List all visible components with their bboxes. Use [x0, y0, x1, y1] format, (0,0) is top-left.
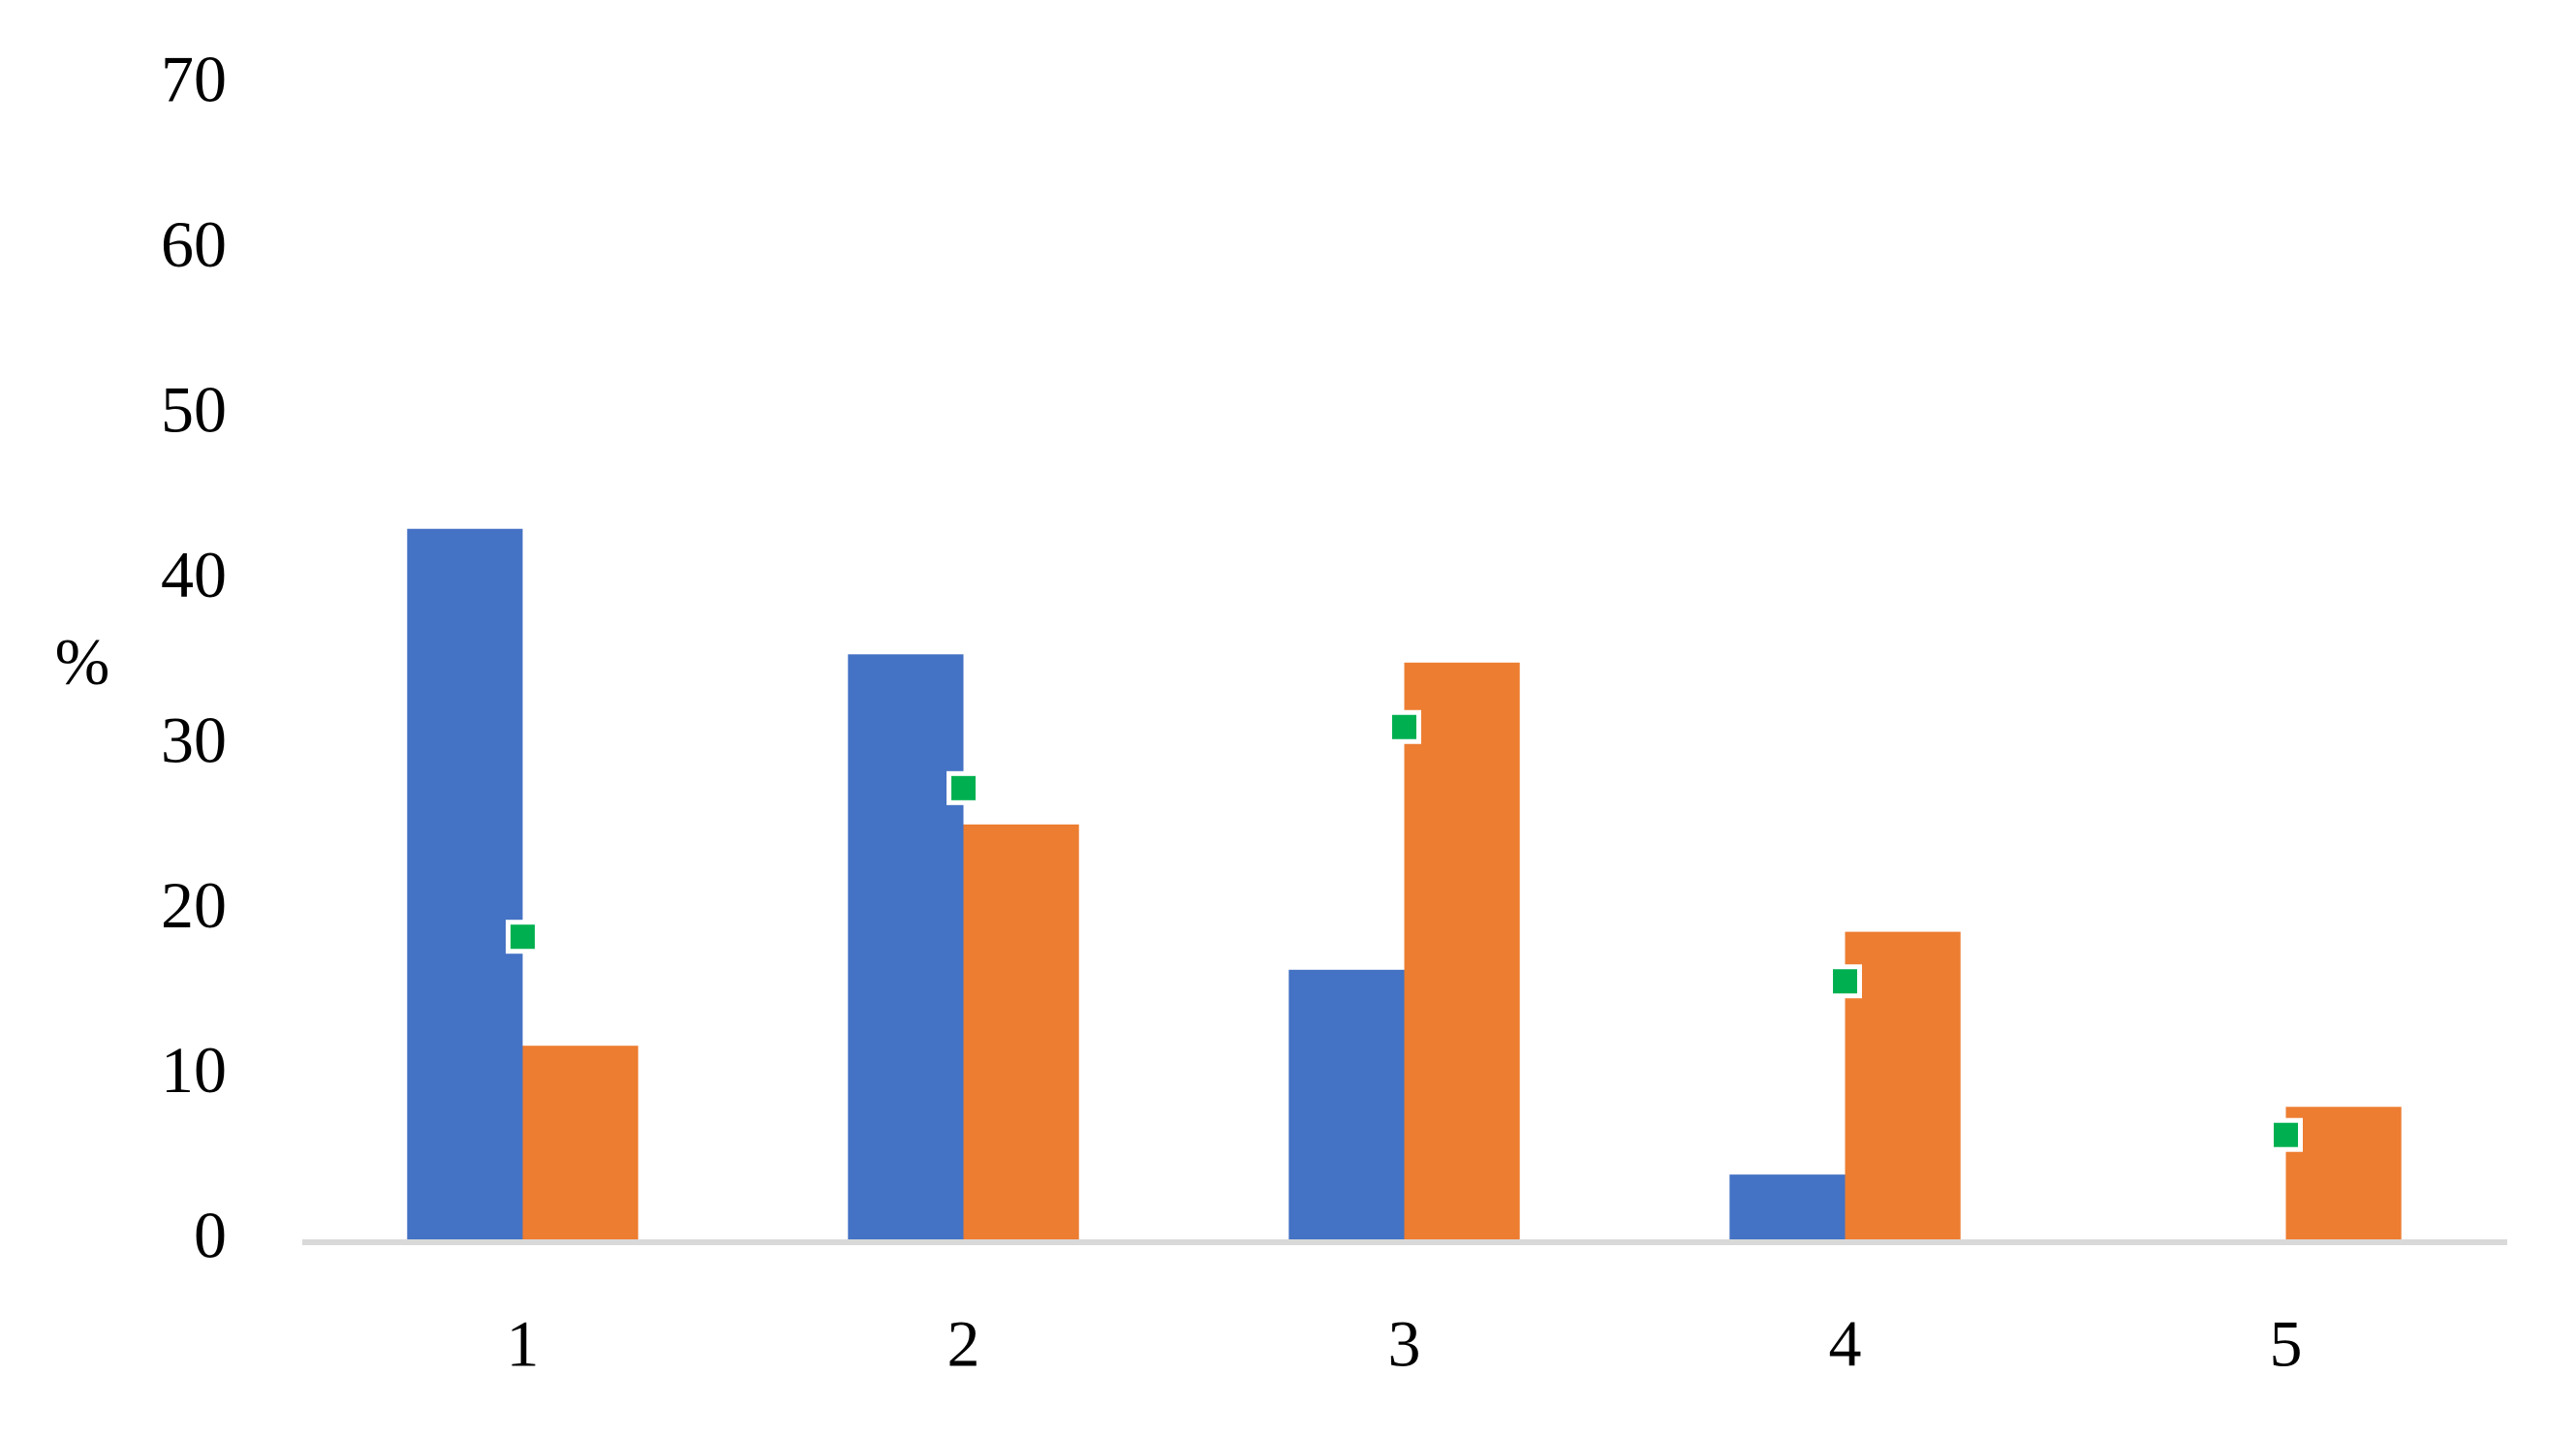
x-tick-label: 1 — [507, 1307, 540, 1381]
y-tick-label: 40 — [161, 538, 227, 611]
y-tick-label: 30 — [161, 703, 227, 776]
marker — [1387, 709, 1421, 744]
bar — [963, 824, 1079, 1242]
marker — [1828, 964, 1862, 999]
marker — [947, 770, 980, 805]
x-tick-label: 5 — [2270, 1307, 2303, 1381]
bar — [1845, 931, 1961, 1242]
marker — [2269, 1117, 2303, 1152]
y-tick-label: 10 — [161, 1033, 227, 1107]
bar — [407, 528, 523, 1242]
y-axis-label: % — [55, 625, 110, 699]
x-tick-label: 4 — [1829, 1307, 1862, 1381]
bar — [1404, 662, 1520, 1242]
y-tick-label: 70 — [161, 43, 227, 116]
bar — [1729, 1174, 1846, 1242]
y-tick-label: 0 — [194, 1199, 227, 1272]
y-tick-label: 60 — [161, 207, 227, 281]
bar — [848, 654, 964, 1242]
bar — [522, 1046, 638, 1242]
y-tick-label: 50 — [161, 372, 227, 446]
bar — [2285, 1107, 2402, 1242]
x-tick-label: 3 — [1388, 1307, 1421, 1381]
y-tick-label: 20 — [161, 868, 227, 942]
bar — [1288, 969, 1405, 1242]
marker — [506, 920, 540, 954]
x-tick-label: 2 — [947, 1307, 980, 1381]
